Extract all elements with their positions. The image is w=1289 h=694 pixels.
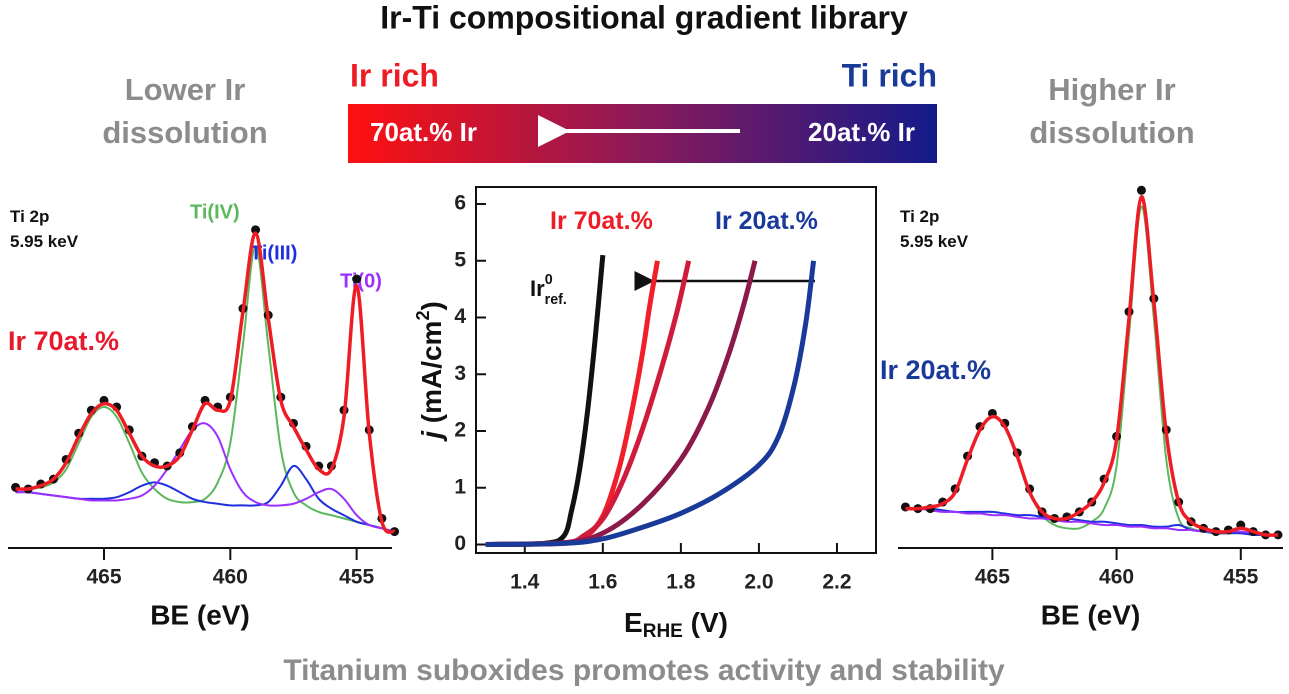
x-axis-label-part: (V) [683,607,728,638]
annotation: Ir 20at.% [715,207,818,235]
x-axis-label: ERHE (V) [624,607,728,642]
caption: Titanium suboxides promotes activity and… [283,654,1005,687]
x-tick-label: 2.2 [822,571,851,594]
x-axis-label: BE (eV) [150,599,250,630]
annotation-text: 5.95 keV [10,232,79,251]
annotation: Ti 2p [10,207,49,226]
annotation-text: 5.95 keV [900,232,969,251]
gradient-bar [348,104,937,163]
title: Ir-Ti compositional gradient library [380,0,908,35]
x-axis-label: BE (eV) [1041,599,1141,630]
component-label: Ti(0) [340,270,382,292]
annotation: Ir 70at.% [8,326,119,356]
y-tick-label: 6 [454,192,466,215]
annotation-text: Ir 70at.% [550,207,653,235]
y-tick-label: 2 [454,419,466,442]
x-axis-label-part: RHE [643,621,683,642]
annotation-text: Ti 2p [900,207,939,226]
annotation-text: Ir 20at.% [715,207,818,235]
curve [485,260,758,547]
data-point [352,274,362,284]
x-tick-label: 1.6 [588,571,617,594]
y-axis-label-part: ) [416,301,447,310]
y-tick-label: 1 [454,475,466,498]
annotation: Ti 2p [900,207,939,226]
y-axis-label-part: (mA/cm [416,321,447,431]
x-tick-label: 2.0 [744,571,773,594]
component-label: Ti(IV) [190,201,240,223]
x-tick-label: 460 [213,566,248,589]
annotation: 5.95 keV [10,232,79,251]
curve [485,260,817,547]
annotation-text: Ti 2p [10,207,49,226]
annotation-sup: 0 [545,272,553,288]
gradient-heading: Ir rich [350,57,439,93]
x-tick-label: 465 [86,566,121,589]
y-axis-label: j (mA/cm2) [413,301,448,443]
x-tick-label: 465 [975,566,1010,589]
data-point [1136,185,1146,195]
curve [15,422,395,533]
annotation: Ir 70at.% [550,207,653,235]
left-note: dissolution [102,115,267,150]
x-tick-label: 455 [339,566,374,589]
y-axis-label-part: 2 [413,311,433,321]
x-tick-label: 1.4 [510,571,540,594]
y-tick-label: 4 [454,305,466,328]
y-tick-label: 3 [454,362,466,385]
right-note: dissolution [1029,115,1194,150]
x-axis-label-part: E [624,607,643,638]
curve [15,231,396,534]
annotation: 5.95 keV [900,232,969,251]
annotation: Ir0 ref. [530,272,567,308]
y-tick-label: 5 [454,248,466,271]
y-axis-label-part: j [416,430,447,443]
curve [905,195,1279,537]
annotation-text: Ir 20at.% [880,355,991,385]
x-tick-label: 455 [1223,566,1258,589]
x-tick-label: 460 [1099,566,1134,589]
y-tick-label: 0 [454,532,466,555]
annotation-sub: ref. [545,292,567,308]
data-point [251,225,261,235]
component-label: Ti(III) [250,242,297,264]
right-note: Higher Ir [1048,72,1175,107]
plot-frame [475,186,877,554]
gradient-heading: Ti rich [842,57,937,93]
gradient-label: 70at.% Ir [370,117,477,147]
left-note: Lower Ir [125,72,246,107]
x-tick-label: 1.8 [666,571,696,594]
gradient-label: 20at.% Ir [808,117,915,147]
annotation-text: Ir 70at.% [8,326,119,356]
curve [15,245,395,533]
annotation-text: Ir [530,276,545,301]
annotation: Ir 20at.% [880,355,991,385]
